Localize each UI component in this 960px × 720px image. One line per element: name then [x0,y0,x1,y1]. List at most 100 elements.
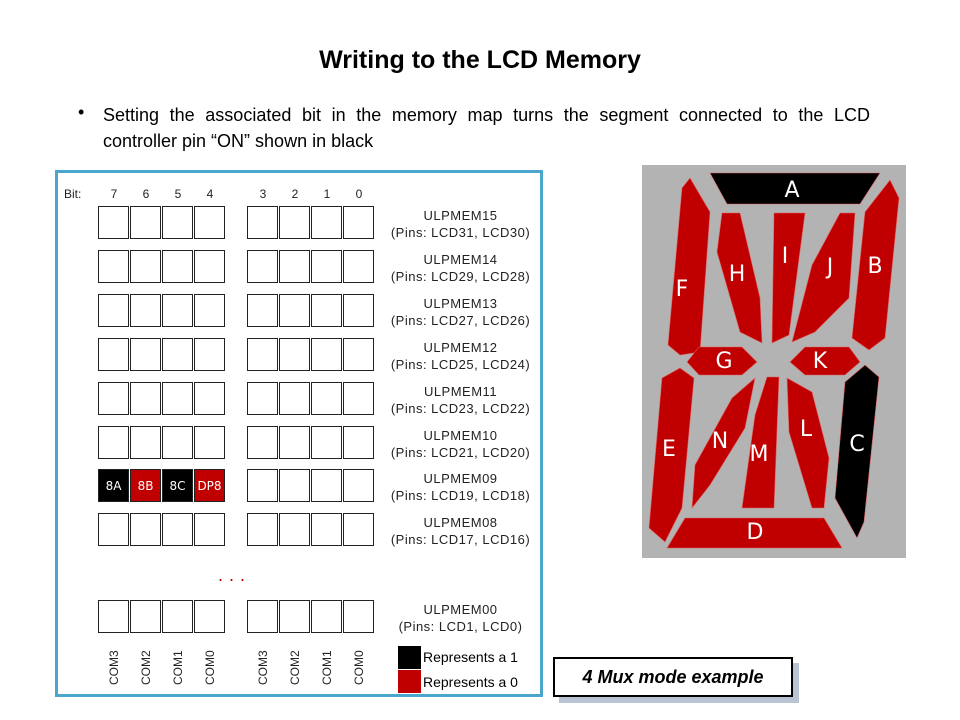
com-label: COM2 [288,650,302,685]
memory-bit-cell [98,382,129,415]
segment-label: J [825,255,834,280]
register-label: ULPMEM12 (Pins: LCD25, LCD24) [383,339,538,373]
memory-bit-cell [311,294,342,327]
register-pins: (Pins: LCD29, LCD28) [390,269,531,284]
segment-e: E [648,367,695,543]
memory-bit-cell [311,513,342,546]
bit-label: Bit: [64,187,82,201]
memory-bit-cell [311,338,342,371]
memory-bit-cell: 8C [162,469,193,502]
segment-label: N [712,429,728,454]
register-label: ULPMEM08 (Pins: LCD17, LCD16) [383,514,538,548]
memory-bit-cell [311,426,342,459]
memory-bit-cell [343,382,374,415]
segment-label: D [747,520,764,545]
memory-bit-cell [279,469,310,502]
memory-bit-cell [194,382,225,415]
register-label: ULPMEM11 (Pins: LCD23, LCD22) [383,383,538,417]
memory-bit-cell [194,338,225,371]
bit-number: 2 [291,187,299,201]
memory-bit-cell [343,469,374,502]
memory-bit-cell [194,294,225,327]
bit-number: 3 [259,187,267,201]
register-pins: (Pins: LCD19, LCD18) [390,488,531,503]
memory-bit-cell [279,382,310,415]
register-pins: (Pins: LCD17, LCD16) [390,532,531,547]
bit-number: 5 [174,187,182,201]
memory-bit-cell [279,250,310,283]
memory-bit-cell [343,250,374,283]
segment-shape [686,346,758,376]
register-pins: (Pins: LCD21, LCD20) [390,445,531,460]
segment-j: J [791,212,856,343]
segment-shape [741,376,780,509]
memory-bit-cell [162,338,193,371]
segment-label: L [800,417,813,442]
segment-label: M [750,442,769,467]
register-name: ULPMEM13 [423,296,498,311]
segment-label: G [715,349,732,374]
memory-bit-cell [194,600,225,633]
segment-label: K [813,349,828,374]
segment-c: C [834,364,880,539]
segment-g: G [686,346,758,376]
register-name: ULPMEM10 [423,428,498,443]
register-name: ULPMEM14 [423,252,498,267]
memory-bit-cell [311,600,342,633]
memory-bit-cell [311,382,342,415]
bit-number: 1 [323,187,331,201]
segment-label: A [784,178,799,203]
memory-bit-cell [162,382,193,415]
memory-bit-cell [279,426,310,459]
segment-shape [789,346,861,376]
memory-bit-cell [247,206,278,239]
memory-bit-cell [130,600,161,633]
com-label: COM2 [139,650,153,685]
bit-number: 0 [355,187,363,201]
register-name: ULPMEM08 [423,515,498,530]
memory-bit-cell [279,206,310,239]
memory-bit-cell [162,513,193,546]
memory-bit-cell [130,206,161,239]
legend-label-one: Represents a 1 [423,649,518,665]
register-name: ULPMEM11 [423,384,498,399]
register-label: ULPMEM09 (Pins: LCD19, LCD18) [383,470,538,504]
bullet-marker: • [78,102,85,122]
memory-bit-cell [247,426,278,459]
memory-bit-cell [130,250,161,283]
com-label: COM3 [256,650,270,685]
memory-bit-cell [247,600,278,633]
com-label: COM0 [203,650,217,685]
memory-bit-cell [98,294,129,327]
segment-label: I [782,244,789,269]
register-label: ULPMEM14 (Pins: LCD29, LCD28) [383,251,538,285]
segment-l: L [786,377,830,509]
memory-bit-cell [130,513,161,546]
memory-bit-cell [279,600,310,633]
legend-swatch-zero [398,670,421,693]
bit-number: 4 [206,187,214,201]
memory-bit-cell [247,469,278,502]
memory-bit-cell [162,294,193,327]
memory-bit-cell [279,513,310,546]
memory-bit-cell [98,206,129,239]
memory-bit-cell [130,426,161,459]
segment-shape [716,212,763,344]
memory-bit-cell [98,250,129,283]
register-name: ULPMEM12 [423,340,498,355]
segment-k: K [789,346,861,376]
segment-shape [771,212,806,344]
memory-bit-cell [130,382,161,415]
register-name: ULPMEM00 [423,602,498,617]
com-label: COM1 [320,650,334,685]
segment-label: C [849,432,864,457]
memory-bit-cell [247,382,278,415]
register-name: ULPMEM09 [423,471,498,486]
segment-label: H [729,262,746,287]
memory-bit-cell [247,250,278,283]
memory-bit-cell [130,294,161,327]
memory-bit-cell [98,513,129,546]
memory-bit-cell [98,338,129,371]
segment-shape [648,367,695,543]
